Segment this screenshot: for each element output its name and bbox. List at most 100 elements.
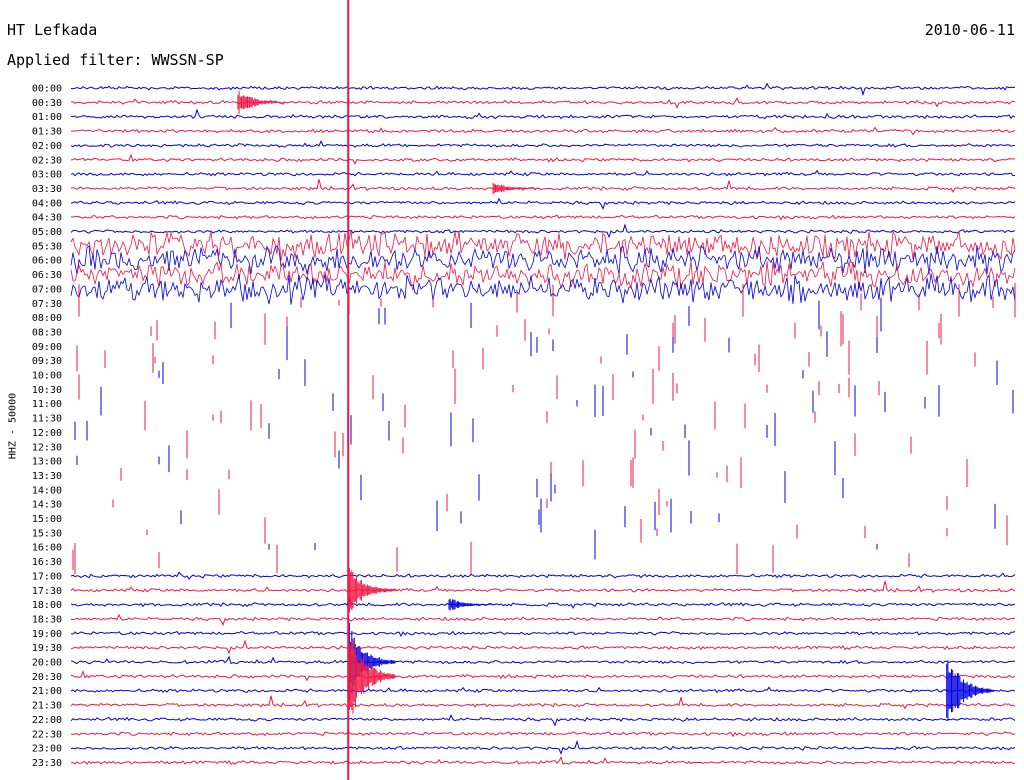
trace-row-04:00	[70, 197, 1016, 211]
trace-row-13:30	[120, 457, 968, 489]
event-1	[347, 561, 396, 619]
row-label-05:00: 05:00	[32, 227, 62, 238]
row-label-06:30: 06:30	[32, 270, 62, 281]
row-label-22:00: 22:00	[32, 715, 62, 726]
event-4	[946, 660, 994, 721]
row-label-20:00: 20:00	[32, 658, 62, 669]
traces	[70, 82, 1016, 765]
trace-row-21:30	[70, 695, 1016, 710]
row-label-21:00: 21:00	[32, 686, 62, 697]
row-label-04:00: 04:00	[32, 198, 62, 209]
row-label-15:00: 15:00	[32, 514, 62, 525]
trace-row-21:00	[70, 686, 1016, 694]
trace-row-23:30	[70, 755, 1016, 765]
event-3	[347, 638, 396, 714]
trace-row-13:00	[76, 440, 836, 476]
row-label-10:00: 10:00	[32, 371, 62, 382]
row-label-20:30: 20:30	[32, 672, 62, 683]
row-label-07:00: 07:00	[32, 284, 62, 295]
trace-row-19:30	[70, 639, 1016, 655]
trace-row-15:00	[180, 498, 996, 533]
row-label-03:30: 03:30	[32, 184, 62, 195]
row-label-15:30: 15:30	[32, 528, 62, 539]
trace-row-22:00	[70, 714, 1016, 727]
trace-row-22:30	[70, 731, 1016, 738]
trace-row-00:30	[71, 97, 1016, 109]
row-label-13:00: 13:00	[32, 457, 62, 468]
row-label-10:30: 10:30	[32, 385, 62, 396]
trace-row-12:00	[74, 412, 776, 447]
row-label-11:00: 11:00	[32, 399, 62, 410]
trace-row-16:00	[268, 529, 878, 560]
trace-row-03:30	[70, 179, 1016, 193]
trace-row-17:30	[70, 580, 1016, 593]
trace-row-09:30	[76, 340, 976, 375]
date-label: 2010-06-11	[924, 21, 1015, 39]
row-label-05:30: 05:30	[32, 241, 62, 252]
trace-row-05:00	[70, 223, 1016, 239]
trace-row-23:00	[70, 739, 1016, 755]
row-label-00:00: 00:00	[32, 84, 62, 95]
trace-row-10:30	[78, 368, 880, 404]
row-label-01:00: 01:00	[32, 112, 62, 123]
trace-row-16:30	[72, 541, 910, 576]
trace-row-14:00	[360, 471, 844, 503]
trace-row-11:00	[100, 384, 1014, 418]
row-label-08:30: 08:30	[32, 327, 62, 338]
row-label-16:30: 16:30	[32, 557, 62, 568]
trace-row-17:00	[70, 571, 1016, 580]
row-label-03:00: 03:00	[32, 170, 62, 181]
trace-row-15:30	[146, 515, 1008, 546]
row-label-16:00: 16:00	[32, 543, 62, 554]
filter-label: Applied filter: WWSSN-SP	[7, 51, 224, 69]
row-label-17:30: 17:30	[32, 586, 62, 597]
trace-row-11:30	[144, 400, 816, 431]
row-label-06:00: 06:00	[32, 256, 62, 267]
trace-row-12:30	[186, 429, 912, 459]
row-label-00:30: 00:30	[32, 98, 62, 109]
row-label-04:30: 04:30	[32, 213, 62, 224]
row-label-01:30: 01:30	[32, 127, 62, 138]
row-label-09:30: 09:30	[32, 356, 62, 367]
row-label-17:00: 17:00	[32, 571, 62, 582]
row-label-13:30: 13:30	[32, 471, 62, 482]
trace-row-08:30	[150, 311, 942, 347]
row-label-23:30: 23:30	[32, 758, 62, 769]
trace-row-18:30	[70, 613, 1016, 627]
row-label-07:30: 07:30	[32, 299, 62, 310]
event-0	[237, 90, 286, 114]
row-label-02:00: 02:00	[32, 141, 62, 152]
trace-row-06:30	[70, 261, 1016, 291]
trace-row-20:30	[70, 669, 1016, 682]
trace-row-00:00	[70, 82, 1016, 97]
row-label-14:30: 14:30	[32, 500, 62, 511]
trace-row-18:00	[70, 596, 1016, 609]
trace-row-14:30	[112, 488, 948, 515]
trace-row-19:00	[70, 630, 1016, 637]
row-label-18:30: 18:30	[32, 614, 62, 625]
trace-row-01:00	[70, 108, 1016, 120]
row-label-09:00: 09:00	[32, 342, 62, 353]
event-6	[448, 598, 497, 611]
row-label-02:30: 02:30	[32, 155, 62, 166]
row-label-18:00: 18:00	[32, 600, 62, 611]
trace-row-03:00	[70, 169, 1016, 177]
trace-row-06:00	[70, 245, 1016, 275]
trace-row-20:00	[70, 655, 1015, 665]
row-label-21:30: 21:30	[32, 701, 62, 712]
trace-row-02:00	[70, 139, 1016, 148]
row-labels: 00:00 00:30 01:00 01:30 02:00 02:30 03:00 03:30…	[32, 84, 62, 769]
trace-row-02:30	[70, 153, 1016, 165]
row-label-19:30: 19:30	[32, 643, 62, 654]
row-label-19:00: 19:00	[32, 629, 62, 640]
row-label-12:30: 12:30	[32, 442, 62, 453]
trace-row-09:00	[286, 326, 878, 361]
row-label-23:00: 23:00	[32, 744, 62, 755]
trace-row-01:30	[71, 126, 1016, 136]
row-label-14:00: 14:00	[32, 485, 62, 496]
trace-row-05:30	[70, 230, 1016, 261]
trace-row-07:00	[70, 273, 1016, 305]
row-label-08:00: 08:00	[32, 313, 62, 324]
row-label-11:30: 11:30	[32, 414, 62, 425]
trace-row-04:30	[70, 214, 1016, 221]
